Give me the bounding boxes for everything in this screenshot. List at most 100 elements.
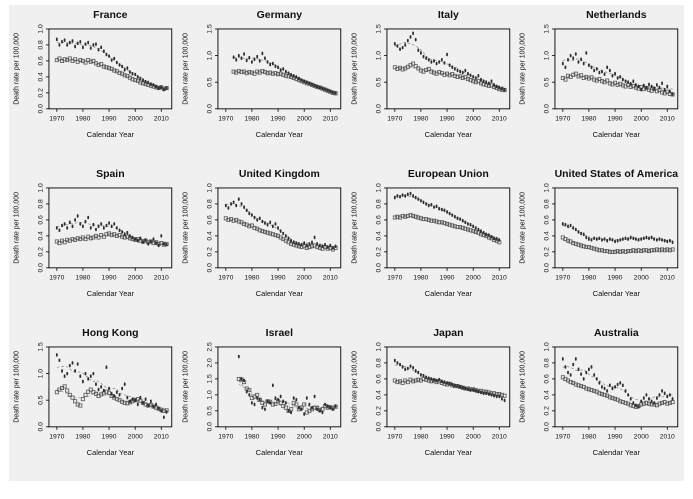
filled-marker <box>261 405 264 409</box>
y-tick-label: 0.2 <box>375 405 382 415</box>
filled-marker <box>287 71 290 75</box>
panel-chart-netherlands: Netherlands 1970 1980 1990 2000 2010 0.0 0.5 1.0… <box>520 10 679 139</box>
open-square-marker <box>592 77 597 82</box>
open-square-marker <box>470 228 475 233</box>
filled-marker <box>443 61 445 65</box>
x-tick-label: 2010 <box>660 274 675 281</box>
y-tick-label: 0.0 <box>544 104 551 114</box>
filled-marker <box>569 372 572 377</box>
open-square-marker <box>576 242 581 247</box>
filled-marker <box>664 238 666 243</box>
filled-marker <box>139 395 142 399</box>
filled-marker <box>567 224 570 228</box>
filled-marker <box>113 393 116 398</box>
filled-marker <box>97 224 100 228</box>
filled-marker <box>640 398 643 403</box>
filled-marker <box>409 35 411 39</box>
filled-marker <box>401 45 404 50</box>
panel-title: European Union <box>407 169 488 180</box>
x-tick-label: 2000 <box>634 115 649 122</box>
filled-marker <box>152 404 155 408</box>
open-square-marker <box>247 224 252 229</box>
open-square-marker <box>502 393 507 398</box>
filled-marker <box>598 70 601 75</box>
open-square-marker <box>428 69 433 74</box>
x-tick-label: 1990 <box>270 115 285 122</box>
filled-marker <box>609 237 612 241</box>
filled-marker <box>622 237 624 241</box>
filled-marker <box>308 81 311 86</box>
filled-marker <box>134 72 137 77</box>
filled-marker <box>401 193 404 197</box>
panel-france: France 1970 1980 1990 2000 2010 0.0 0.2 0.4 0.6 0.… <box>9 5 178 164</box>
panel-chart-united-states-of-america: United States of America 1970 1980 1990 2000… <box>520 169 679 298</box>
filled-marker <box>113 56 116 61</box>
open-square-marker <box>415 66 420 71</box>
y-tick-label: 2.0 <box>206 357 213 367</box>
filled-marker <box>84 219 87 224</box>
filled-marker <box>100 221 103 226</box>
filled-marker <box>165 242 168 247</box>
trend-line-open <box>56 59 167 89</box>
x-tick-label: 1980 <box>75 274 90 281</box>
x-tick-label: 2010 <box>154 274 169 281</box>
open-square-marker <box>394 379 399 384</box>
filled-marker <box>569 53 572 58</box>
y-tick-label: 0.4 <box>544 389 551 399</box>
trend-line-open <box>394 215 499 240</box>
filled-marker <box>614 239 617 244</box>
y-tick-label: 0.5 <box>206 405 213 415</box>
filled-marker <box>81 379 84 383</box>
x-axis-label: Calendar Year <box>255 289 303 298</box>
open-square-marker <box>283 405 288 410</box>
filled-marker <box>474 388 477 393</box>
filled-marker <box>105 223 108 228</box>
x-tick-label: 1970 <box>387 115 402 122</box>
open-square-marker <box>426 66 431 71</box>
open-square-marker <box>665 89 670 94</box>
panel-title: Netherlands <box>586 10 647 21</box>
open-square-marker <box>257 228 262 233</box>
x-tick-label: 2000 <box>296 115 311 122</box>
filled-marker <box>55 37 58 42</box>
filled-marker <box>63 38 66 42</box>
filled-marker <box>118 228 121 232</box>
filled-marker <box>490 79 492 83</box>
filled-marker <box>435 204 437 208</box>
open-square-marker <box>231 69 236 74</box>
filled-marker <box>477 73 479 78</box>
x-tick-label: 1990 <box>102 274 117 281</box>
x-tick-label: 1970 <box>387 274 402 281</box>
open-square-marker <box>260 228 265 233</box>
open-square-marker <box>236 376 241 381</box>
filled-marker <box>261 51 264 56</box>
filled-marker <box>329 89 331 94</box>
open-square-marker <box>122 400 127 405</box>
y-tick-label: 1.5 <box>206 24 213 34</box>
panel-united-states-of-america: United States of America 1970 1980 1990 2000… <box>515 164 684 323</box>
filled-marker <box>152 237 155 241</box>
filled-marker <box>569 223 572 228</box>
filled-marker <box>84 42 87 46</box>
filled-marker <box>611 386 614 390</box>
open-square-marker <box>584 385 589 390</box>
filled-marker <box>295 241 297 245</box>
filled-marker <box>289 410 292 414</box>
filled-marker <box>224 203 227 208</box>
x-tick-label: 1970 <box>556 433 571 440</box>
filled-marker <box>76 213 79 218</box>
open-square-marker <box>405 379 410 384</box>
filled-marker <box>139 236 142 240</box>
filled-marker <box>321 410 324 414</box>
open-square-marker <box>655 89 660 94</box>
filled-marker <box>601 69 604 74</box>
filled-marker <box>300 78 303 82</box>
multi-panel-death-rate-figure: France 1970 1980 1990 2000 2010 0.0 0.2 0.4 0.6 0.… <box>9 5 684 481</box>
open-square-marker <box>99 62 104 67</box>
open-square-marker <box>639 248 644 253</box>
y-tick-label: 0.2 <box>37 88 44 98</box>
filled-marker <box>242 205 245 209</box>
x-axis-label: Calendar Year <box>424 289 472 298</box>
panel-italy: Italy 1970 1980 1990 2000 2010 0.0 0.5 1.0 1.5 Dea… <box>347 5 516 164</box>
y-tick-label: 0.2 <box>544 247 551 257</box>
